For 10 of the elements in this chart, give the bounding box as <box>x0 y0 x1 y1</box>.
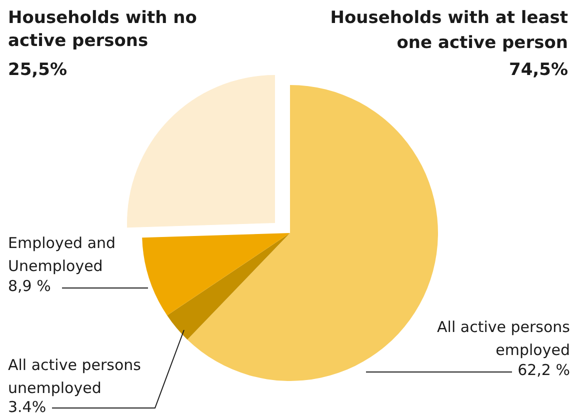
text: 74,5% <box>509 60 568 80</box>
data-label: 3.4% <box>8 398 46 413</box>
data-label: 8,9 % <box>8 277 51 295</box>
data-label: 62,2 % <box>518 361 570 379</box>
text: Households with at least one active person <box>330 8 568 53</box>
slice-label: All active persons unemployed <box>8 356 142 397</box>
slice-label: All active persons employed <box>437 318 570 359</box>
slice-label: Households with no active persons <box>8 8 197 51</box>
slice-label: Employed and Unemployed <box>8 234 116 275</box>
data-label: 25,5% <box>8 60 67 80</box>
